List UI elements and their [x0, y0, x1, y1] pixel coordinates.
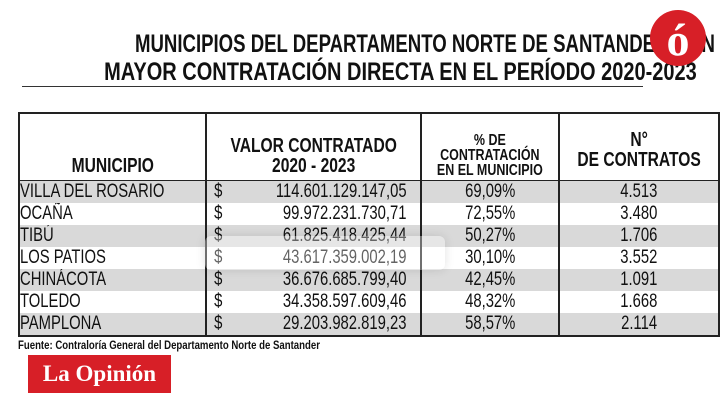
cell-porcentaje: 58,57%	[420, 313, 560, 336]
cell-municipio: VILLA DEL ROSARIO	[19, 180, 207, 203]
header-valor: VALOR CONTRATADO 2020 - 2023	[205, 113, 422, 181]
cell-municipio: TIBÚ	[19, 225, 207, 247]
cell-porcentaje: 72,55%	[420, 203, 560, 225]
title-line-2: MAYOR CONTRATACIÓN DIRECTA EN EL PERÍODO…	[30, 58, 697, 86]
table-row: VILLA DEL ROSARIO $114.601.129.147,05 69,0…	[19, 180, 720, 203]
source-note: Fuente: Contraloría General del Departam…	[18, 338, 320, 352]
title-text: MAYOR CONTRATACIÓN DIRECTA EN EL PERÍODO…	[104, 58, 697, 86]
table-row: OCAÑA $99.972.231.730,71 72,55% 3.480	[19, 203, 720, 225]
table-row: TOLEDO $34.358.597.609,46 48,32% 1.668	[19, 291, 720, 313]
header-porcentaje: % DE CONTRATACIÓN EN EL MUNICIPIO	[420, 113, 560, 181]
cell-valor: $99.972.231.730,71	[205, 203, 422, 225]
cell-valor: $36.676.685.799,40	[205, 269, 422, 291]
header-municipio: MUNICIPIO	[19, 113, 207, 181]
cell-valor: $114.601.129.147,05	[205, 180, 422, 203]
title-divider	[22, 86, 643, 87]
cell-porcentaje: 69,09%	[420, 180, 560, 203]
title-line-1: MUNICIPIOS DEL DEPARTAMENTO NORTE DE SAN…	[30, 30, 720, 58]
table-row: LOS PATIOS $43.617.359.002,19 30,10% 3.552	[19, 247, 720, 269]
cell-contratos: 3.552	[558, 247, 720, 269]
cell-valor: $29.203.982.819,23	[205, 313, 422, 336]
title-text: MUNICIPIOS DEL DEPARTAMENTO NORTE DE SAN…	[134, 30, 720, 58]
cell-contratos: 2.114	[558, 313, 720, 336]
header-row: MUNICIPIO VALOR CONTRATADO 2020 - 2023 % …	[19, 113, 720, 181]
cell-municipio: LOS PATIOS	[20, 247, 106, 268]
table-row: CHINÁCOTA $36.676.685.799,40 42,45% 1.091	[19, 269, 720, 291]
brand-logo: La Opinión	[28, 355, 171, 393]
cell-valor: $43.617.359.002,19	[205, 247, 422, 269]
cell-contratos: 4.513	[558, 180, 720, 203]
cell-porcentaje: 48,32%	[420, 291, 560, 313]
cell-valor: $61.825.418.425,44	[205, 225, 422, 247]
cell-municipio: OCAÑA	[20, 203, 73, 224]
cell-municipio: CHINÁCOTA	[19, 269, 207, 291]
table-row: TIBÚ $61.825.418.425,44 50,27% 1.706	[19, 225, 720, 247]
table-row: PAMPLONA $29.203.982.819,23 58,57% 2.114	[19, 313, 720, 336]
cell-valor: $34.358.597.609,46	[205, 291, 422, 313]
cell-porcentaje: 30,10%	[420, 247, 560, 269]
cell-porcentaje: 50,27%	[420, 225, 560, 247]
header-contratos: N° DE CONTRATOS	[558, 113, 720, 181]
cell-municipio: PAMPLONA	[19, 313, 207, 336]
cell-porcentaje: 42,45%	[420, 269, 560, 291]
cell-municipio: TOLEDO	[20, 291, 81, 312]
data-table: MUNICIPIO VALOR CONTRATADO 2020 - 2023 % …	[18, 112, 720, 337]
cell-contratos: 1.091	[558, 269, 720, 291]
cell-contratos: 1.668	[558, 291, 720, 313]
cell-contratos: 1.706	[558, 225, 720, 247]
cell-contratos: 3.480	[558, 203, 720, 225]
la-opinion-logo-icon: ó	[650, 10, 706, 66]
